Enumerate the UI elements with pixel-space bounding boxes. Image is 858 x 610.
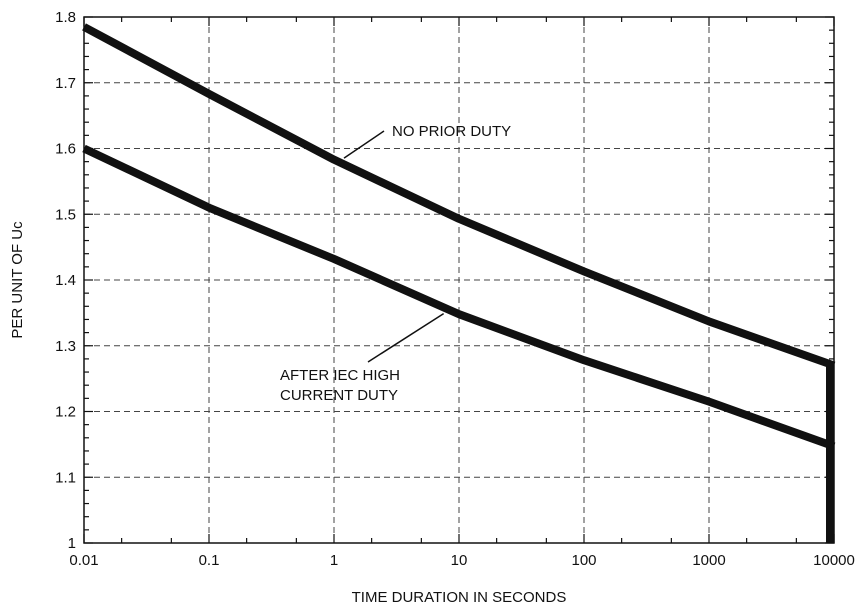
y-tick-label: 1.4 <box>55 272 76 289</box>
x-tick-label: 100 <box>571 552 596 569</box>
series-line-1 <box>82 23 836 370</box>
plot-frame <box>83 16 835 544</box>
x-tick-label: 10 <box>451 552 468 569</box>
x-tick-label: 1 <box>330 552 338 569</box>
y-tick-label: 1.5 <box>55 206 76 223</box>
y-tick-label: 1.6 <box>55 141 76 158</box>
annotation-after-iec: AFTER IEC HIGH <box>280 367 400 384</box>
x-tick-label: 10000 <box>813 552 855 569</box>
series-layer <box>82 23 836 543</box>
y-tick-label: 1.8 <box>55 9 76 26</box>
gridlines <box>84 17 834 543</box>
annotation-arrow <box>343 130 385 159</box>
y-axis-label: PER UNIT OF Uc <box>9 221 26 339</box>
y-tick-label: 1.7 <box>55 75 76 92</box>
series-line-2 <box>82 144 836 451</box>
y-tick-label: 1.3 <box>55 338 76 355</box>
y-tick-label: 1.1 <box>55 469 76 486</box>
x-tick-label: 0.01 <box>69 552 98 569</box>
annotation-no-prior-duty: NO PRIOR DUTY <box>392 123 511 140</box>
x-tick-label: 0.1 <box>199 552 220 569</box>
annotation-after-iec: CURRENT DUTY <box>280 387 398 404</box>
x-tick-labels: 0.01 0.1 1 10 100 1000 10000 <box>69 552 854 569</box>
annotation-arrow <box>367 312 445 363</box>
x-axis-label: TIME DURATION IN SECONDS <box>352 589 567 606</box>
y-tick-labels: 1 1.1 1.2 1.3 1.4 1.5 1.6 1.7 1.8 <box>55 9 76 552</box>
x-tick-label: 1000 <box>692 552 725 569</box>
y-tick-label: 1.2 <box>55 404 76 421</box>
y-tick-label: 1 <box>68 535 76 552</box>
annotations: NO PRIOR DUTY AFTER IEC HIGH CURRENT DUTY <box>280 123 511 404</box>
